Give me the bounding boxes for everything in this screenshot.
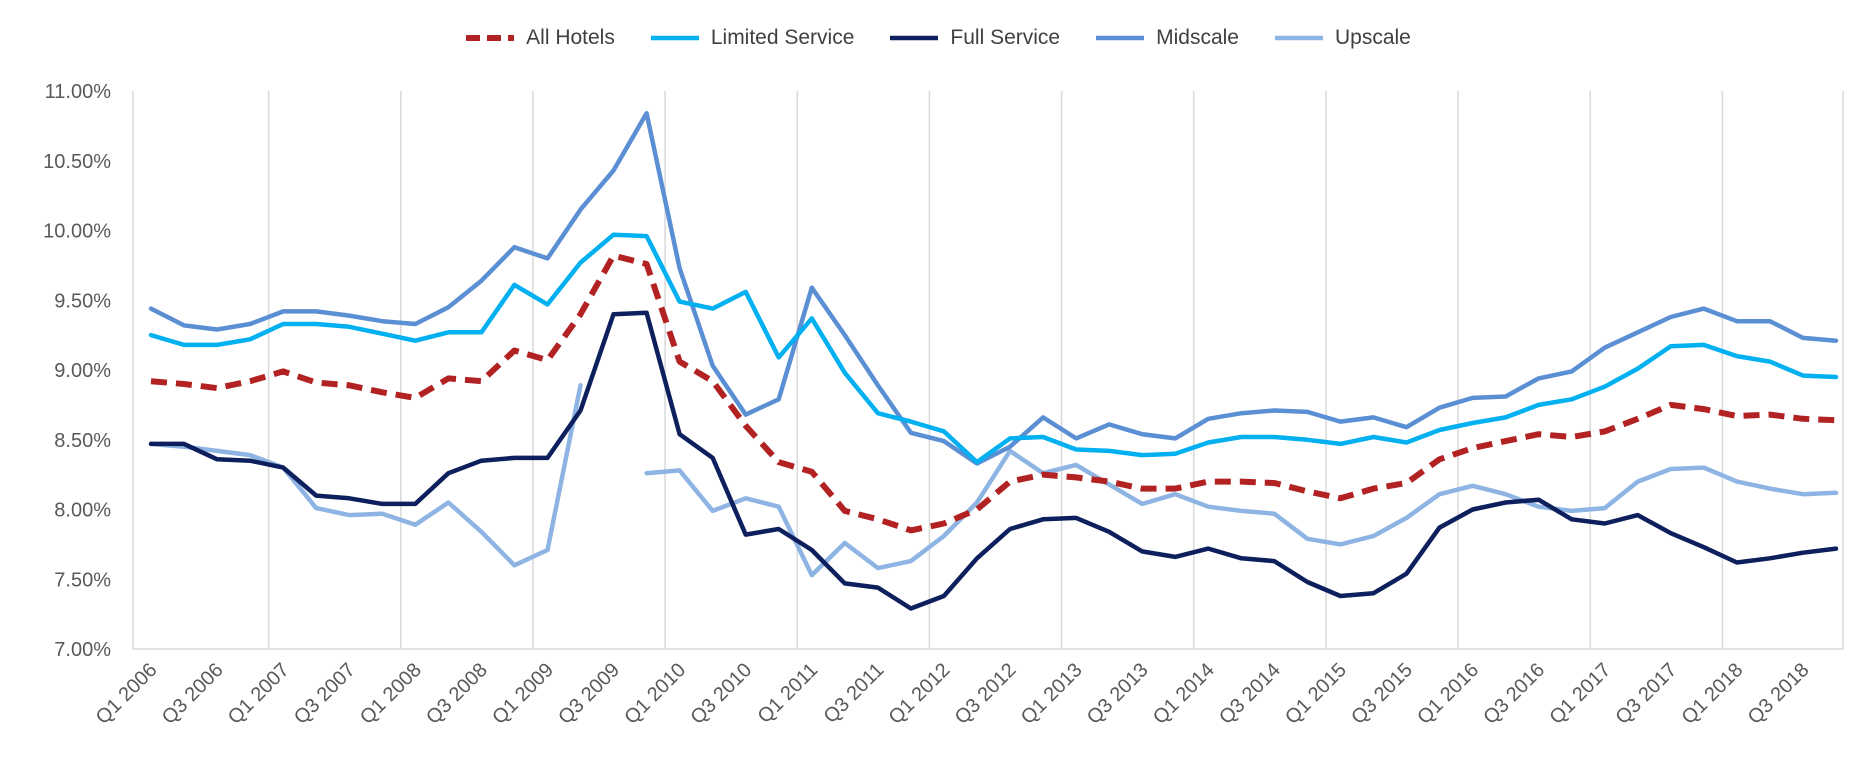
x-tick-label: Q3 2006 — [158, 659, 228, 729]
legend-label: Full Service — [950, 26, 1061, 49]
legend-label: Limited Service — [710, 26, 855, 49]
y-tick-label: 7.50% — [54, 569, 111, 591]
legend-swatch — [650, 35, 699, 41]
x-tick-label: Q3 2011 — [820, 659, 889, 728]
y-tick-label: 8.00% — [54, 500, 111, 522]
x-tick-label: Q3 2012 — [951, 659, 1021, 729]
legend-item: Limited Service — [649, 26, 855, 50]
x-tick-label: Q1 2008 — [356, 659, 426, 729]
y-axis-ticks: 7.00% 7.50% 8.00% 8.50% 9.00% 9.50% 10.00% 10.5… — [43, 81, 111, 661]
x-tick-label: Q1 2006 — [92, 659, 162, 729]
y-tick-label: 9.00% — [54, 360, 111, 382]
x-tick-label: Q3 2016 — [1479, 659, 1549, 729]
x-tick-label: Q1 2011 — [754, 659, 823, 728]
series-line-upscale — [148, 383, 1839, 578]
x-tick-label: Q1 2017 — [1545, 659, 1615, 729]
legend-label: Midscale — [1156, 26, 1239, 49]
legend-label: Upscale — [1334, 26, 1411, 49]
x-tick-label: Q3 2014 — [1215, 659, 1285, 729]
x-tick-label: Q3 2017 — [1612, 659, 1682, 729]
x-tick-label: Q3 2009 — [554, 659, 624, 729]
y-tick-label: 7.00% — [54, 639, 111, 661]
y-tick-label: 10.50% — [43, 151, 111, 173]
x-tick-label: Q3 2018 — [1744, 659, 1814, 729]
x-tick-label: Q3 2008 — [422, 659, 492, 729]
legend-item: Full Service — [888, 26, 1060, 50]
legend-swatch — [890, 35, 939, 41]
x-tick-label: Q1 2010 — [620, 659, 690, 729]
series-line-full-service — [148, 310, 1839, 611]
y-tick-label: 8.50% — [54, 430, 111, 452]
legend-item: Upscale — [1273, 26, 1411, 50]
legend-swatch — [1274, 35, 1323, 41]
x-tick-label: Q1 2016 — [1413, 659, 1483, 729]
x-tick-label: Q1 2013 — [1017, 659, 1087, 729]
series-line-all-hotels — [150, 252, 1837, 534]
x-tick-label: Q1 2009 — [488, 659, 558, 729]
y-tick-label: 11.00% — [45, 81, 112, 103]
legend-item: All Hotels — [464, 26, 615, 50]
x-tick-label: Q1 2014 — [1149, 659, 1219, 729]
legend-label: All Hotels — [526, 26, 615, 49]
series-lines — [148, 111, 1839, 611]
series-line-limited-service — [148, 232, 1839, 465]
x-tick-label: Q1 2007 — [224, 659, 294, 729]
gridlines — [132, 91, 1844, 649]
chart-legend: All Hotels Limited Service Full Service Mid… — [0, 26, 1875, 50]
x-tick-label: Q1 2015 — [1281, 659, 1351, 729]
x-tick-label: Q3 2007 — [290, 659, 360, 729]
legend-swatch — [466, 35, 515, 41]
x-tick-label: Q1 2018 — [1678, 659, 1748, 729]
x-tick-label: Q3 2013 — [1083, 659, 1153, 729]
x-tick-label: Q1 2012 — [885, 659, 955, 729]
x-tick-label: Q3 2010 — [686, 659, 756, 729]
y-tick-label: 9.50% — [54, 290, 111, 312]
x-tick-label: Q3 2015 — [1347, 659, 1417, 729]
legend-item: Midscale — [1094, 26, 1239, 50]
y-tick-label: 10.00% — [43, 221, 111, 243]
legend-swatch — [1096, 35, 1145, 41]
series-line-midscale — [148, 111, 1839, 466]
